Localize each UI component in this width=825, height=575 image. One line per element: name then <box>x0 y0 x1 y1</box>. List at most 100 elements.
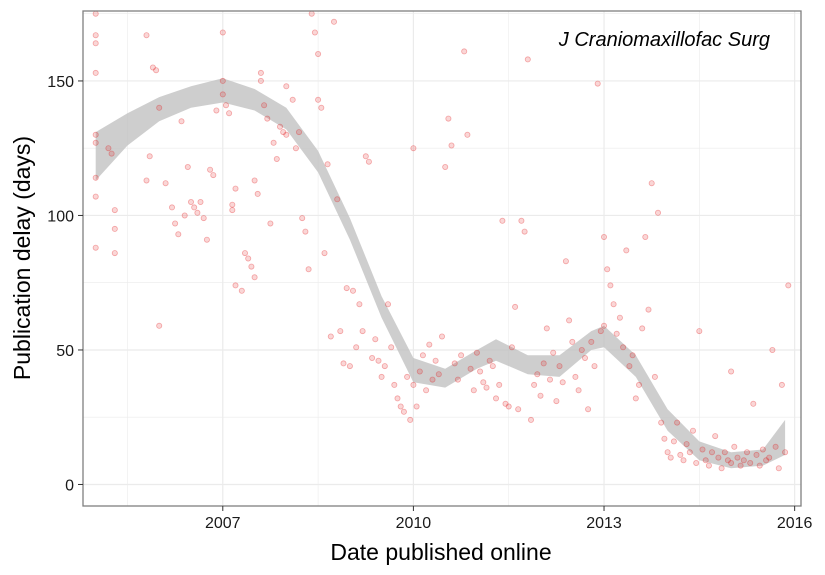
data-point <box>613 330 620 337</box>
data-point <box>400 408 407 415</box>
x-axis: 2007 2010 2013 2016 <box>205 506 813 532</box>
data-point <box>232 185 239 192</box>
data-point <box>597 328 604 335</box>
data-point <box>680 457 687 464</box>
x-tick-label: 2013 <box>586 515 622 532</box>
data-point <box>187 198 194 205</box>
data-point <box>143 32 150 39</box>
data-point <box>718 465 725 472</box>
data-point <box>299 215 306 222</box>
data-point <box>585 406 592 413</box>
data-point <box>222 102 229 109</box>
data-point <box>149 64 156 71</box>
data-point <box>655 209 662 216</box>
data-point <box>540 360 547 367</box>
data-point <box>537 392 544 399</box>
data-point <box>632 395 639 402</box>
data-point <box>397 403 404 410</box>
data-point <box>219 77 226 84</box>
data-point <box>280 129 287 136</box>
data-point <box>245 255 252 262</box>
data-point <box>588 338 595 345</box>
data-point <box>334 196 341 203</box>
data-point <box>480 379 487 386</box>
data-point <box>172 220 179 227</box>
data-point <box>670 438 677 445</box>
data-point <box>105 145 112 152</box>
data-point <box>562 258 569 265</box>
data-point <box>111 207 118 214</box>
data-point <box>381 363 388 370</box>
data-point <box>454 376 461 383</box>
y-axis-title: Publication delay (days) <box>9 136 35 380</box>
data-points <box>92 10 792 472</box>
y-axis: 0 50 100 150 <box>47 74 83 494</box>
data-point <box>772 443 779 450</box>
data-point <box>92 10 99 17</box>
data-point <box>194 209 201 216</box>
data-point <box>267 220 274 227</box>
data-point <box>92 193 99 200</box>
data-point <box>578 346 585 353</box>
data-point <box>601 322 608 329</box>
data-point <box>213 107 220 114</box>
data-point <box>470 387 477 394</box>
data-point <box>782 449 789 456</box>
data-point <box>365 158 372 165</box>
data-point <box>143 177 150 184</box>
data-point <box>699 446 706 453</box>
data-point <box>626 363 633 370</box>
data-point <box>289 96 296 103</box>
y-tick-label: 100 <box>47 208 74 225</box>
data-point <box>254 190 261 197</box>
data-point <box>261 102 268 109</box>
data-point <box>709 449 716 456</box>
data-point <box>734 454 741 461</box>
data-point <box>378 373 385 380</box>
data-point <box>620 344 627 351</box>
data-point <box>111 250 118 257</box>
data-point <box>582 354 589 361</box>
x-tick-label: 2010 <box>396 515 432 532</box>
data-point <box>461 48 468 55</box>
data-point <box>448 142 455 149</box>
data-point <box>311 29 318 36</box>
data-point <box>547 376 554 383</box>
data-point <box>651 373 658 380</box>
data-point <box>283 131 290 138</box>
data-point <box>432 357 439 364</box>
data-point <box>416 368 423 375</box>
data-point <box>674 419 681 426</box>
data-point <box>778 381 785 388</box>
data-point <box>219 91 226 98</box>
data-point <box>610 301 617 308</box>
data-point <box>264 115 271 122</box>
data-point <box>315 96 322 103</box>
data-point <box>207 166 214 173</box>
data-point <box>645 306 652 313</box>
data-point <box>731 443 738 450</box>
data-point <box>241 250 248 257</box>
data-point <box>690 427 697 434</box>
data-point <box>521 228 528 235</box>
data-point <box>775 465 782 472</box>
data-point <box>191 204 198 211</box>
data-point <box>686 449 693 456</box>
data-point <box>683 441 690 448</box>
data-point <box>292 145 299 152</box>
data-point <box>728 459 735 466</box>
data-point <box>346 363 353 370</box>
data-point <box>661 435 668 442</box>
data-point <box>607 282 614 289</box>
y-tick-label: 0 <box>65 477 74 494</box>
data-point <box>229 201 236 208</box>
data-point <box>273 155 280 162</box>
data-point <box>184 163 191 170</box>
data-point <box>429 376 436 383</box>
data-point <box>146 153 153 160</box>
data-point <box>496 381 503 388</box>
data-point <box>219 29 226 36</box>
data-point <box>575 387 582 394</box>
data-point <box>601 233 608 240</box>
data-point <box>410 145 417 152</box>
